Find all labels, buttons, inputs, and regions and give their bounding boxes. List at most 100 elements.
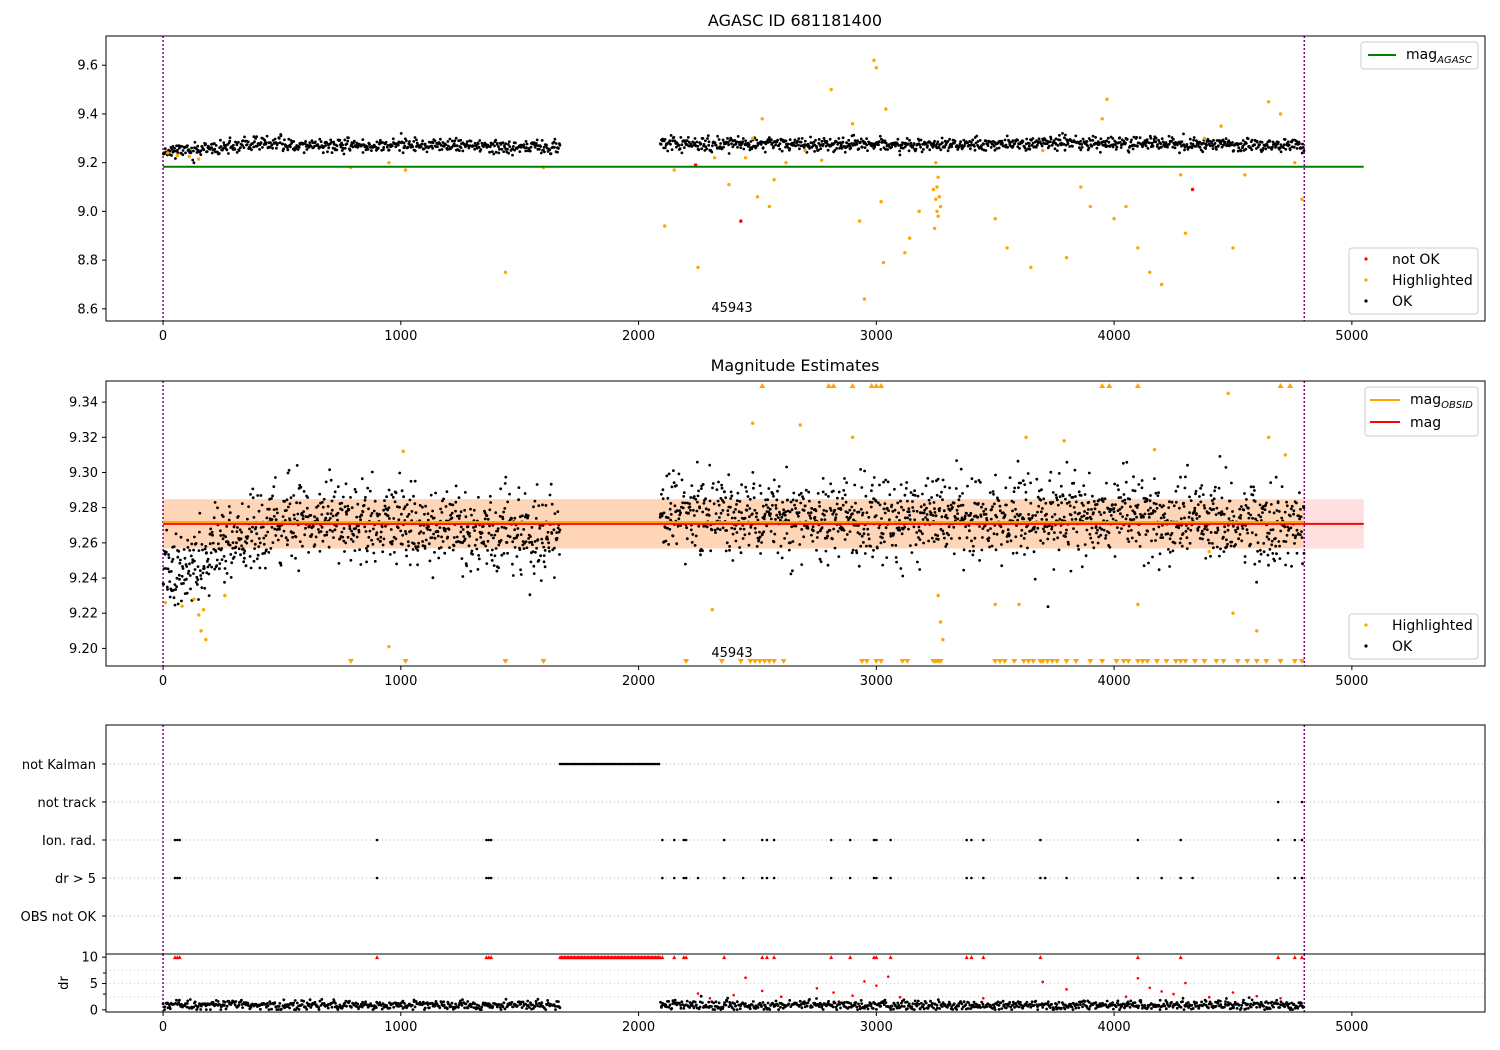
below-range-marker-52 <box>1201 659 1208 664</box>
below-range-marker-8 <box>752 659 759 664</box>
ok-point-2-1-1019 <box>1096 541 1100 545</box>
ok-point-2-1-47 <box>679 511 682 515</box>
ok-point-2-0-734 <box>485 514 489 518</box>
ok-point-1-1-297 <box>850 142 853 145</box>
ok-point-2-1-794 <box>1000 543 1003 546</box>
ok-point-2-1-42 <box>676 524 680 528</box>
ok-point-2-1-1298 <box>1216 526 1220 530</box>
ok-point-2-1-262 <box>771 492 775 496</box>
ok-point-2-0-824 <box>525 546 529 550</box>
ok-point-2-1-81 <box>693 544 697 547</box>
ok-point-2-0-337 <box>310 533 314 536</box>
ok-point-2-1-799 <box>1002 511 1005 515</box>
ok-point-2-1-700 <box>959 504 963 507</box>
ok-point-1-0-44 <box>191 158 195 162</box>
ok-point-2-1-823 <box>1012 500 1015 504</box>
ok-point-4-0-140 <box>273 1001 277 1005</box>
ok-point-2-0-257 <box>275 507 279 511</box>
ok-point-2-0-617 <box>434 491 437 495</box>
ok-point-1-0-192 <box>289 145 292 149</box>
ok-point-2-0-552 <box>405 554 408 558</box>
flag-range-point-0-0-1726 <box>572 762 575 766</box>
ok-point-1-1-759 <box>1148 141 1151 145</box>
ok-point-2-0-351 <box>316 504 320 508</box>
ok-point-4-0-77 <box>223 1004 226 1007</box>
ok-point-2-1-1304 <box>1219 547 1222 551</box>
ok-point-2-1-1223 <box>1184 475 1187 479</box>
ok-point-2-1-1405 <box>1262 542 1266 545</box>
ok-point-1-1-19 <box>671 139 674 143</box>
ok-point-2-0-571 <box>413 479 417 483</box>
ok-point-2-0-289 <box>289 496 293 499</box>
ok-point-1-1-828 <box>1192 138 1195 142</box>
ok-point-2-1-728 <box>971 553 975 557</box>
ok-point-4-1-126 <box>760 1005 763 1008</box>
ok-point-2-1-638 <box>932 540 936 543</box>
ok-point-2-0-274 <box>282 529 286 533</box>
ok-point-2-1-1033 <box>1102 528 1106 532</box>
ok-point-2-1-991 <box>1084 554 1088 558</box>
ok-point-1-1-850 <box>1206 137 1210 141</box>
ok-point-2-1-806 <box>1005 503 1008 507</box>
below-range-marker-56 <box>1244 659 1251 664</box>
ok-point-4-0-95 <box>237 1003 241 1007</box>
ok-point-2-1-690 <box>955 459 958 462</box>
ok-point-2-0-82 <box>198 530 201 534</box>
ok-point-2-1-271 <box>775 513 779 517</box>
ok-point-2-1-136 <box>717 480 720 484</box>
ok-point-2-0-39 <box>179 558 182 562</box>
ok-point-2-0-792 <box>511 540 515 544</box>
ok-point-1-1-49 <box>690 145 694 148</box>
ok-point-2-0-662 <box>454 509 457 513</box>
ok-point-1-1-942 <box>1265 143 1269 147</box>
ok-point-2-1-1142 <box>1149 506 1152 510</box>
ok-point-2-1-1026 <box>1099 513 1103 516</box>
ok-point-2-1-950 <box>1066 540 1070 544</box>
ok-point-2-1-1294 <box>1214 513 1218 516</box>
ok-point-1-0-24 <box>178 146 181 150</box>
ok-point-2-0-525 <box>393 500 397 504</box>
ok-point-2-0-872 <box>546 530 550 534</box>
ok-point-4-1-124 <box>758 1001 762 1005</box>
ok-point-1-1-94 <box>719 142 722 145</box>
ok-point-2-1-1186 <box>1168 565 1171 568</box>
ok-point-2-1-990 <box>1083 543 1087 546</box>
ok-point-2-1-235 <box>759 492 763 495</box>
ok-point-4-0-396 <box>476 1006 479 1010</box>
ok-point-2-1-224 <box>754 515 758 519</box>
ok-point-2-0-738 <box>487 531 491 535</box>
ok-point-2-1-1467 <box>1288 514 1292 518</box>
ok-point-2-1-520 <box>882 480 885 484</box>
ok-point-1-1-45 <box>687 140 691 144</box>
ok-point-2-0-567 <box>412 494 415 498</box>
ok-point-2-1-927 <box>1056 503 1060 507</box>
ok-point-2-1-847 <box>1022 537 1026 540</box>
ok-point-2-1-86 <box>695 460 699 464</box>
ok-point-4-0-465 <box>531 1003 534 1007</box>
below-range-marker-10 <box>761 659 768 664</box>
ok-point-2-1-54 <box>681 506 685 510</box>
ok-point-2-0-881 <box>550 532 554 535</box>
ok-point-2-1-204 <box>746 495 750 498</box>
ok-point-1-0-57 <box>199 149 203 153</box>
ok-point-2-1-561 <box>899 483 903 486</box>
ok-point-1-1-822 <box>1188 137 1192 141</box>
ok-point-2-0-680 <box>461 528 465 531</box>
ok-point-2-1-1331 <box>1230 540 1234 544</box>
ok-point-1-0-161 <box>268 145 272 149</box>
ok-point-2-0-534 <box>397 518 401 522</box>
ok-point-1-0-411 <box>433 139 437 143</box>
ok-point-2-0-251 <box>272 508 276 511</box>
above-range-marker-11 <box>1287 383 1294 388</box>
ok-point-2-1-1185 <box>1168 500 1171 504</box>
flag-range-point-0-0-1686 <box>562 762 566 766</box>
ok-point-2-1-1262 <box>1200 529 1204 533</box>
ok-point-2-1-99 <box>701 510 705 514</box>
flag-point-2-18 <box>875 838 878 842</box>
ok-point-4-0-330 <box>423 1006 427 1010</box>
ok-point-2-1-1498 <box>1302 506 1306 510</box>
above-range-marker-6 <box>878 383 885 388</box>
ok-point-2-1-858 <box>1027 513 1030 516</box>
ok-point-1-1-509 <box>986 144 990 148</box>
ok-point-1-0-171 <box>275 146 278 150</box>
